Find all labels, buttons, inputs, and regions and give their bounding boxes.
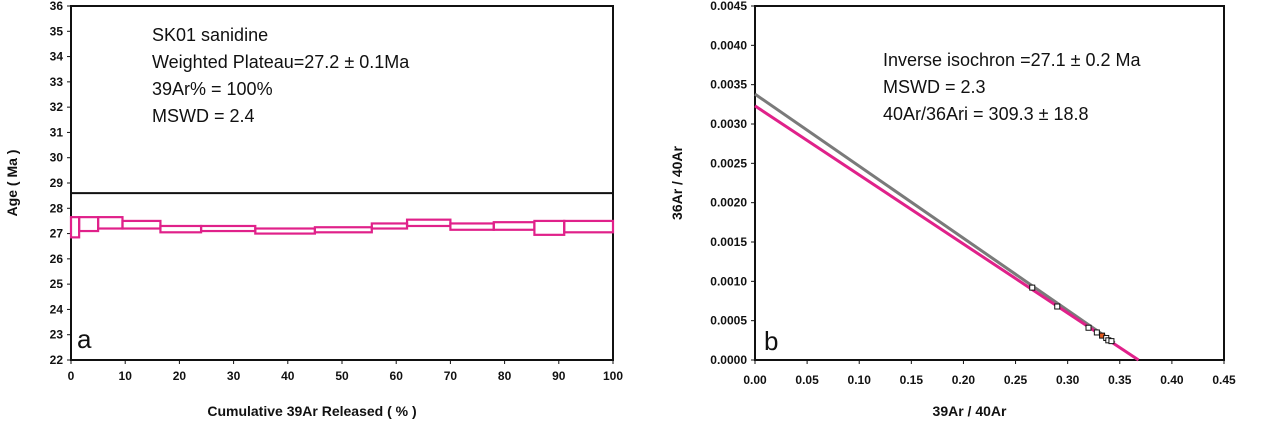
x-axis-ticks-b: 0.00 0.05 0.10 0.15 0.20 0.25 0.30 0.35 0.40 0.45 (743, 360, 1236, 387)
reference-line-b (754, 92, 1116, 344)
plot-frame-b (754, 5, 1225, 361)
x-tick-label-b: 0.30 (1056, 373, 1080, 387)
annotation-isochron-b: Inverse isochron =27.1 ± 0.2 Ma (883, 50, 1142, 70)
plateau-step (121, 219, 162, 230)
y-tick-label-a: 28 (50, 201, 64, 215)
y-tick-label-a: 36 (50, 0, 64, 13)
panel-b: 0.0000 0.0005 0.0010 0.0015 0.0020 0.0025 0.00… (669, 0, 1236, 419)
x-tick-label-b: 0.00 (743, 373, 767, 387)
y-tick-label-b: 0.0000 (710, 353, 747, 367)
x-tick-label-a: 20 (173, 369, 187, 383)
annotation-sample-a: SK01 sanidine (152, 25, 268, 45)
x-tick-label-b: 0.15 (900, 373, 924, 387)
y-tick-label-b: 0.0020 (710, 196, 747, 210)
plateau-step (254, 227, 316, 235)
y-tick-label-a: 23 (50, 328, 64, 342)
y-axis-label-a: Age ( Ma ) (4, 150, 20, 217)
y-tick-label-a: 33 (50, 75, 64, 89)
isochron-fit-line (754, 104, 1140, 362)
y-tick-label-b: 0.0040 (710, 38, 747, 52)
panel-a: 22 23 24 25 26 27 28 29 30 31 32 33 34 35 36 0 10 20 30 40… (4, 0, 623, 419)
data-point (1085, 324, 1092, 331)
plateau-step (199, 224, 257, 233)
plateau-step (313, 226, 373, 234)
x-axis-label-a: Cumulative 39Ar Released ( % ) (207, 403, 416, 419)
x-tick-label-a: 40 (281, 369, 295, 383)
y-tick-label-a: 35 (50, 24, 64, 38)
panel-label-b: b (764, 326, 778, 356)
plateau-step (533, 219, 566, 236)
x-tick-label-b: 0.45 (1212, 373, 1236, 387)
x-tick-label-a: 100 (603, 369, 623, 383)
x-tick-label-a: 10 (119, 369, 133, 383)
x-tick-label-b: 0.40 (1160, 373, 1184, 387)
y-axis-label-b: 36Ar / 40Ar (669, 145, 685, 219)
x-tick-label-b: 0.05 (795, 373, 819, 387)
x-tick-label-b: 0.20 (952, 373, 976, 387)
y-tick-label-a: 34 (50, 50, 64, 64)
plateau-step (78, 216, 100, 233)
annotation-39ar-a: 39Ar% = 100% (152, 79, 273, 99)
y-tick-label-a: 29 (50, 176, 64, 190)
annotation-ratio-b: 40Ar/36Ari = 309.3 ± 18.8 (883, 104, 1089, 124)
x-tick-label-b: 0.25 (1004, 373, 1028, 387)
y-tick-label-a: 25 (50, 277, 64, 291)
plateau-step (449, 222, 495, 231)
y-tick-label-b: 0.0045 (710, 0, 747, 13)
annotation-mswd-b: MSWD = 2.3 (883, 77, 986, 97)
x-tick-label-a: 30 (227, 369, 241, 383)
data-point (1093, 329, 1100, 336)
y-tick-label-b: 0.0010 (710, 274, 747, 288)
y-tick-label-a: 24 (50, 302, 64, 316)
x-tick-label-b: 0.10 (848, 373, 872, 387)
isochron-points (1029, 284, 1115, 345)
x-tick-label-a: 0 (68, 369, 75, 383)
annotation-plateau-a: Weighted Plateau=27.2 ± 0.1Ma (152, 52, 410, 72)
x-tick-label-a: 60 (390, 369, 404, 383)
isochron-lines (754, 92, 1140, 362)
y-tick-label-b: 0.0005 (710, 314, 747, 328)
annotation-mswd-a: MSWD = 2.4 (152, 106, 255, 126)
y-axis-ticks-b: 0.0000 0.0005 0.0010 0.0015 0.0020 0.0025 0.00… (710, 0, 755, 367)
plateau-step (159, 224, 203, 234)
x-tick-label-b: 0.35 (1108, 373, 1132, 387)
x-tick-label-a: 70 (444, 369, 458, 383)
plateau-step (96, 216, 124, 230)
x-tick-label-a: 90 (552, 369, 566, 383)
y-tick-label-a: 32 (50, 100, 64, 114)
y-tick-label-a: 30 (50, 151, 64, 165)
x-tick-label-a: 80 (498, 369, 512, 383)
y-tick-label-a: 22 (50, 353, 64, 367)
x-axis-label-b: 39Ar / 40Ar (933, 403, 1007, 419)
plateau-step (492, 221, 536, 231)
y-tick-label-a: 26 (50, 252, 64, 266)
data-point (1108, 338, 1115, 345)
data-point (1029, 284, 1036, 291)
y-tick-label-b: 0.0025 (710, 156, 747, 170)
plateau-step (405, 218, 452, 228)
y-tick-label-b: 0.0030 (710, 117, 747, 131)
x-tick-label-a: 50 (335, 369, 349, 383)
x-axis-ticks-a: 0 10 20 30 40 50 60 70 80 90 100 (68, 360, 623, 383)
y-tick-label-b: 0.0015 (710, 235, 747, 249)
plateau-step (563, 219, 615, 234)
y-tick-label-b: 0.0035 (710, 78, 747, 92)
y-axis-ticks-a: 22 23 24 25 26 27 28 29 30 31 32 33 34 35 36 (50, 0, 71, 367)
y-tick-label-a: 31 (50, 125, 64, 139)
plateau-step (69, 216, 81, 239)
data-point (1054, 303, 1061, 310)
plateau-step (370, 222, 409, 230)
panel-label-a: a (77, 324, 92, 354)
y-tick-label-a: 27 (50, 227, 64, 241)
age-spectrum-steps (69, 216, 615, 239)
